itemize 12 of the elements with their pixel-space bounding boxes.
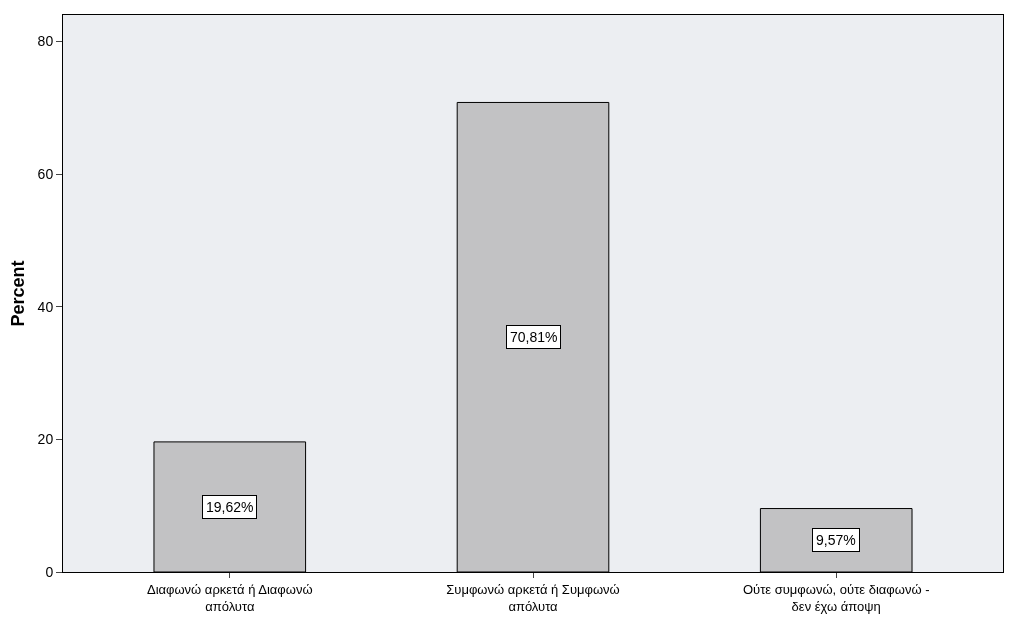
data-label: 9,57% [816,532,856,548]
x-tick-label: Διαφωνώ αρκετά ή Διαφωνώ απόλυτα [146,581,313,614]
data-label: 19,62% [206,499,254,515]
y-tick-label: 40 [37,298,54,315]
y-tick-label: 0 [45,563,54,580]
data-label: 70,81% [510,329,558,345]
y-tick-label: 20 [37,431,54,448]
y-tick-label: 80 [37,33,54,50]
x-tick-label: Συμφωνώ αρκετά ή Συμφωνώ απόλυτα [446,581,620,614]
y-tick-label: 60 [37,166,54,183]
x-tick-label: Ούτε συμφωνώ, ούτε διαφωνώ - δεν έχω άποψη [742,581,930,614]
y-axis-title: Percent [7,260,28,327]
